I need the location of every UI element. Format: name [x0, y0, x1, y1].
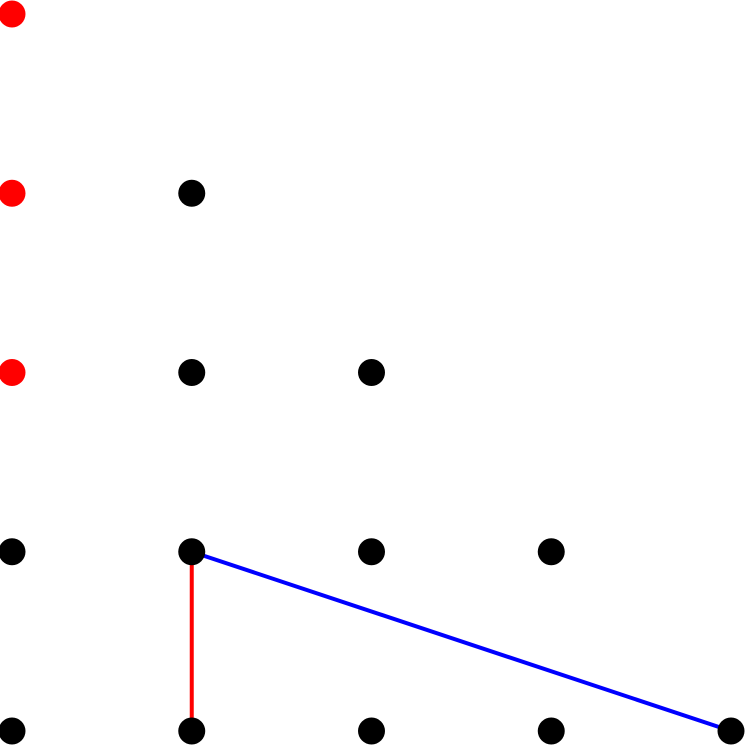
peg[interactable] [0, 717, 26, 745]
peg[interactable] [537, 538, 565, 566]
peg[interactable] [0, 538, 26, 566]
peg[interactable] [178, 538, 206, 566]
peg[interactable] [0, 0, 26, 28]
peg[interactable] [0, 179, 26, 207]
peg[interactable] [178, 179, 206, 207]
connection [189, 549, 733, 733]
peg[interactable] [178, 359, 206, 386]
peg[interactable] [717, 717, 745, 745]
peg[interactable] [358, 538, 385, 566]
peg[interactable] [537, 717, 565, 745]
peg[interactable] [178, 717, 206, 745]
peg[interactable] [358, 359, 385, 386]
peg[interactable] [358, 717, 385, 745]
peg[interactable] [0, 359, 26, 386]
